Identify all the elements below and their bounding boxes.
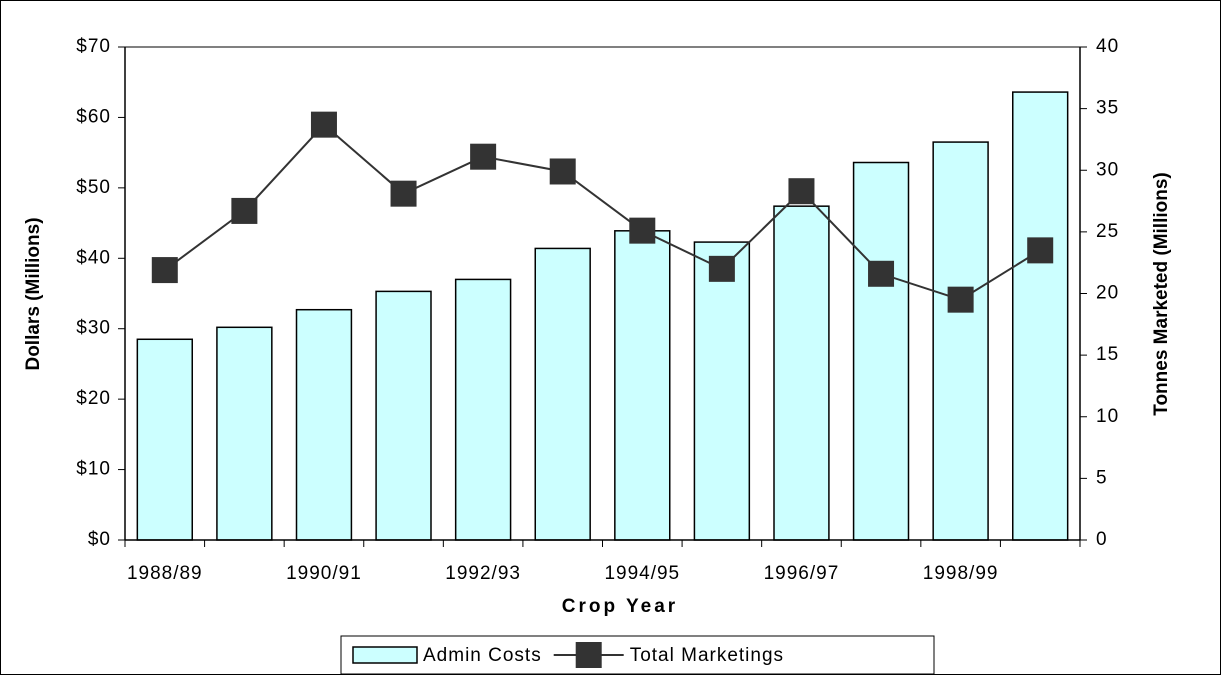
bar [136,338,193,541]
line-marker [310,111,337,138]
y2-tick-label: 10 [1096,406,1119,427]
y-tick-label: $50 [76,177,111,198]
y-tick-label: $30 [76,318,111,339]
x-tick-label: 1998/99 [923,563,999,584]
y2-tick-label: 30 [1096,159,1119,180]
y2-tick-label: 0 [1096,529,1108,550]
legend-swatch [352,646,418,664]
y2-tick-label: 5 [1096,467,1108,488]
bar [693,241,751,541]
y2-tick-label: 25 [1096,221,1119,242]
x-axis-title: Crop Year [562,596,678,617]
x-tick-label: 1992/93 [445,563,521,584]
bar [454,278,512,541]
legend-box [340,635,935,675]
line-marker [390,180,417,207]
bar [773,205,830,541]
x-tick-label: 1994/95 [604,563,680,584]
y2-tick-label: 15 [1096,344,1119,365]
line-marker [470,143,497,170]
y-tick-label: $70 [76,36,111,57]
line-marker [788,178,815,205]
y-tick-label: $60 [76,106,111,127]
bar [534,247,591,541]
legend-marker [575,642,602,668]
legend-label: Admin Costs [423,645,542,666]
x-tick-label: 1990/91 [286,563,362,584]
line-marker [947,286,974,313]
y2-axis-title: Tonnes Marketed (Millions) [1151,172,1172,416]
x-tick-label: 1988/89 [127,563,203,584]
y-axis-title: Dollars (Millions) [23,217,44,370]
y2-tick-label: 20 [1096,283,1119,304]
y-tick-label: $0 [88,529,111,550]
bar [614,230,671,541]
y2-tick-label: 35 [1096,98,1119,119]
bar [1012,91,1069,541]
bar [375,290,432,541]
line-marker [868,260,895,287]
bar [216,326,273,541]
y-tick-label: $20 [76,388,111,409]
y-tick-label: $10 [76,459,111,480]
line [164,123,1041,301]
x-tick-label: 1996/97 [764,563,840,584]
line-marker [1027,237,1054,264]
line-marker [629,217,656,244]
y2-tick-label: 40 [1096,36,1119,57]
line-marker [549,158,576,185]
bar [932,141,989,541]
bar [295,308,353,541]
line-marker [151,257,178,284]
line-marker [231,197,258,224]
legend-label: Total Marketings [630,645,784,666]
y-tick-label: $40 [76,247,111,268]
line-marker [708,255,735,282]
bar [852,161,910,541]
